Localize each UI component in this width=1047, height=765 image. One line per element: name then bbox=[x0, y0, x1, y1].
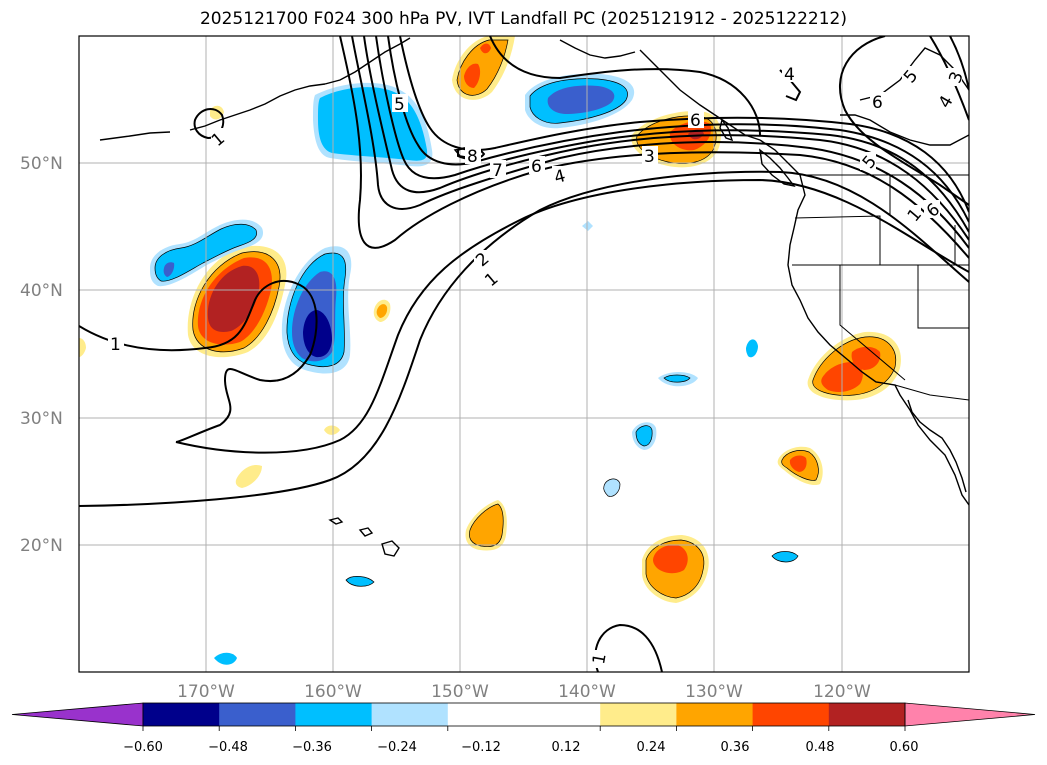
pv-contour-label: 1 bbox=[589, 652, 611, 666]
pv-contour-label: 4 bbox=[784, 65, 795, 85]
colorbar-segment bbox=[447, 703, 601, 726]
colorbar-segment bbox=[600, 703, 677, 726]
map-frame bbox=[78, 35, 970, 673]
pv-contour-upper-north bbox=[489, 36, 761, 136]
coastline-alaska-panhandle bbox=[639, 49, 761, 141]
colorbar-segment bbox=[676, 703, 754, 726]
lon-label-130w: 130°W bbox=[685, 682, 743, 702]
pv-contour-label: 1 bbox=[110, 335, 121, 355]
colorbar-segment bbox=[828, 703, 906, 726]
pv-contour-label: 7 bbox=[492, 161, 503, 181]
colorbar-ticks bbox=[142, 726, 906, 731]
lon-label-160w: 160°W bbox=[304, 682, 362, 702]
colorbar-segments bbox=[11, 702, 1036, 727]
border-state-2 bbox=[792, 264, 969, 329]
pv-contour-label: 5 bbox=[394, 95, 405, 115]
positive-anomaly-small-2 bbox=[376, 304, 388, 318]
negative-anomaly-small-4 bbox=[664, 375, 690, 383]
coastline-vancouver-island bbox=[759, 148, 796, 188]
colorbar-tick-label: 0.12 bbox=[552, 740, 581, 755]
negative-anomaly-small-8 bbox=[772, 551, 798, 562]
coastline-alaska-peninsula bbox=[324, 37, 411, 85]
pv-contour-2 bbox=[339, 36, 969, 259]
pv-contour-6 bbox=[387, 36, 969, 223]
negative-anomaly-small-6 bbox=[636, 425, 653, 446]
coastline-kenai bbox=[559, 39, 636, 59]
colorbar-tick-label: 0.24 bbox=[637, 740, 666, 755]
colorbar-segment bbox=[143, 703, 220, 726]
pv-contour-label: 3 bbox=[644, 147, 655, 167]
colorbar-tick-label: 0.36 bbox=[721, 740, 750, 755]
pv-contour-5 bbox=[375, 36, 969, 233]
colorbar-tick-labels: −0.60 −0.48 −0.36 −0.24 −0.12 0.12 0.24 … bbox=[123, 740, 918, 755]
negative-anomaly-small-1 bbox=[214, 652, 237, 665]
pv-contour-1-subtropical bbox=[79, 170, 969, 507]
colorbar-frame bbox=[142, 702, 906, 727]
colorbar-segment bbox=[219, 703, 296, 726]
border-state-3 bbox=[839, 265, 906, 381]
lat-label-20: 20°N bbox=[20, 536, 63, 556]
pv-contour-label: 6 bbox=[531, 157, 542, 177]
positive-anomaly-small-3 bbox=[235, 464, 262, 488]
chart-title: 2025121700 F024 300 hPa PV, IVT Landfall… bbox=[199, 9, 847, 29]
colorbar-tick-label: −0.24 bbox=[377, 740, 417, 755]
colorbar-segment bbox=[371, 703, 449, 726]
pv-contour-label: 4 bbox=[552, 166, 568, 188]
colorbar-segment bbox=[752, 703, 830, 726]
border-us-mexico bbox=[894, 384, 969, 401]
lat-label-40: 40°N bbox=[20, 281, 63, 301]
colorbar-tick-label: −0.12 bbox=[461, 740, 501, 755]
pv-contour-1-west bbox=[79, 178, 969, 454]
lon-label-170w: 170°W bbox=[177, 682, 235, 702]
lat-label-50: 50°N bbox=[20, 154, 63, 174]
coastline-hawaii-big-island bbox=[381, 540, 400, 557]
positive-anomaly-subtropical-west bbox=[465, 500, 507, 551]
colorbar-tick-label: 0.60 bbox=[890, 740, 919, 755]
colorbar-extend-max bbox=[904, 702, 1036, 727]
pv-contour-northeast-3 bbox=[949, 36, 969, 91]
colorbar: −0.60 −0.48 −0.36 −0.24 −0.12 0.12 0.24 … bbox=[11, 702, 1036, 755]
colorbar-segment bbox=[295, 703, 373, 726]
pv-contour-7 bbox=[399, 36, 969, 213]
pv-contour-label: 6 bbox=[690, 111, 701, 131]
lon-label-140w: 140°W bbox=[558, 682, 616, 702]
coastline-aleutians bbox=[99, 83, 326, 141]
colorbar-tick-label: 0.48 bbox=[806, 740, 835, 755]
pv-contour-4 bbox=[363, 36, 969, 241]
lon-label-120w: 120°W bbox=[813, 682, 871, 702]
positive-anomaly-small-5 bbox=[79, 338, 86, 358]
border-state-1 bbox=[794, 215, 969, 266]
colorbar-extend-min bbox=[11, 702, 144, 727]
pv-contour-label: 8 bbox=[467, 147, 478, 167]
colorbar-tick-label: −0.48 bbox=[208, 740, 248, 755]
negative-anomaly-small-2 bbox=[346, 576, 374, 587]
pv-contour-label: 6 bbox=[872, 93, 883, 113]
colorbar-tick-label: −0.60 bbox=[123, 740, 163, 755]
coastline-baja bbox=[907, 399, 967, 493]
pv-contour-label-group: 1 1 1 2 1 3 4 4 5 6 7 8 5 6 5 4 3 6 6 bbox=[108, 64, 968, 668]
longitude-labels: 170°W 160°W 150°W 140°W 130°W 120°W bbox=[177, 682, 871, 702]
coastline-hawaii-oahu bbox=[328, 517, 344, 525]
lon-label-150w: 150°W bbox=[431, 682, 489, 702]
colorbar-tick-label: −0.36 bbox=[292, 740, 332, 755]
pv-contour-northeast-1 bbox=[839, 36, 969, 206]
positive-anomaly-subtropical-central bbox=[642, 535, 709, 603]
negative-anomaly-gulf-alaska bbox=[525, 73, 635, 129]
latitude-labels: 50°N 40°N 30°N 20°N bbox=[20, 154, 63, 556]
positive-anomaly-subtropical-east bbox=[777, 446, 823, 486]
coastline-haida-gwaii bbox=[719, 118, 734, 142]
positive-anomaly-small-4 bbox=[324, 425, 340, 435]
negative-anomaly-small-7 bbox=[603, 478, 620, 497]
negative-anomaly-small-9 bbox=[746, 339, 758, 358]
lat-label-30: 30°N bbox=[20, 409, 63, 429]
coastline-hawaii-maui bbox=[358, 527, 374, 537]
